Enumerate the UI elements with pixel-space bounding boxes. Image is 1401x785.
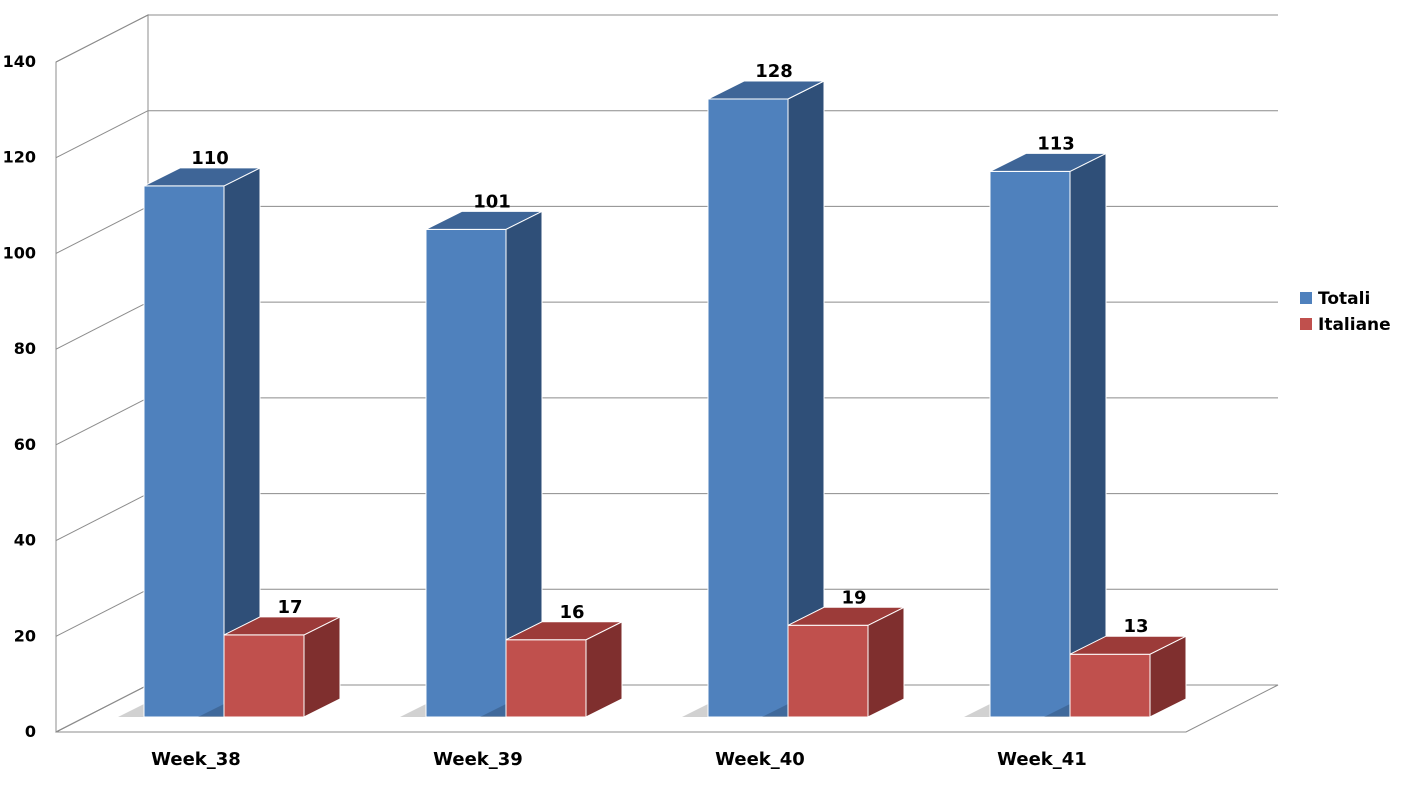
y-axis-ticks: 0 20 40 60 80 100 120 140 bbox=[3, 52, 36, 741]
bar-front bbox=[505, 639, 587, 718]
bar-front bbox=[1069, 653, 1151, 718]
bar-front bbox=[143, 185, 225, 718]
bar-totali-week_38 bbox=[118, 167, 261, 718]
y-tick-label: 0 bbox=[25, 722, 36, 741]
data-label: 19 bbox=[841, 587, 866, 608]
bar-front bbox=[223, 634, 305, 718]
y-tick-label: 140 bbox=[3, 52, 36, 71]
data-labels: 110 17 101 16 128 19 113 13 bbox=[191, 61, 1148, 637]
bar-totali-week_40 bbox=[682, 80, 825, 718]
bar-italiane-week_40 bbox=[762, 606, 905, 718]
side-gridline bbox=[55, 397, 149, 446]
side-gridline bbox=[55, 588, 149, 637]
bar-totali-week_39 bbox=[400, 210, 543, 718]
legend: Totali Italiane bbox=[1300, 289, 1391, 335]
legend-label: Italiane bbox=[1318, 315, 1391, 335]
bar-side bbox=[867, 606, 905, 718]
x-tick-label: Week_40 bbox=[715, 749, 805, 770]
x-tick-label: Week_41 bbox=[997, 749, 1087, 770]
side-gridline bbox=[55, 493, 149, 542]
side-gridline bbox=[55, 205, 149, 254]
bar-top bbox=[1069, 635, 1187, 655]
left-wall bbox=[55, 14, 149, 733]
bar-front bbox=[425, 228, 507, 718]
legend-swatch bbox=[1300, 292, 1312, 304]
data-label: 16 bbox=[559, 602, 584, 623]
side-gridline bbox=[55, 110, 149, 159]
data-label: 110 bbox=[191, 148, 229, 169]
bar-front bbox=[989, 170, 1071, 718]
y-tick-label: 20 bbox=[14, 626, 36, 645]
bar-top bbox=[425, 210, 543, 230]
side-gridline bbox=[55, 684, 149, 733]
y-tick-label: 80 bbox=[14, 339, 36, 358]
bar-front bbox=[787, 624, 869, 718]
data-label: 113 bbox=[1037, 133, 1075, 154]
data-label: 17 bbox=[277, 597, 302, 618]
bar-totali-week_41 bbox=[964, 152, 1107, 718]
bars bbox=[118, 80, 1187, 718]
side-gridline bbox=[55, 14, 149, 63]
bar-top bbox=[707, 80, 825, 100]
bar-top bbox=[787, 606, 905, 626]
y-tick-label: 60 bbox=[14, 435, 36, 454]
bar-front bbox=[707, 98, 789, 718]
bar-top bbox=[989, 152, 1107, 172]
bar-top bbox=[505, 621, 623, 641]
y-tick-label: 40 bbox=[14, 531, 36, 550]
side-gridline bbox=[55, 301, 149, 350]
x-tick-label: Week_38 bbox=[151, 749, 241, 770]
data-label: 101 bbox=[473, 191, 511, 212]
x-axis-ticks: Week_38 Week_39 Week_40 Week_41 bbox=[151, 749, 1087, 770]
bar-italiane-week_39 bbox=[480, 620, 623, 718]
bar-top bbox=[223, 616, 341, 636]
y-tick-label: 120 bbox=[3, 148, 36, 167]
data-label: 128 bbox=[755, 61, 793, 82]
legend-label: Totali bbox=[1318, 289, 1370, 309]
y-tick-label: 100 bbox=[3, 243, 36, 262]
bar-italiane-week_41 bbox=[1044, 635, 1187, 718]
bar-top bbox=[143, 167, 261, 187]
data-label: 13 bbox=[1123, 616, 1148, 637]
legend-swatch bbox=[1300, 318, 1312, 330]
bar-side bbox=[1069, 152, 1107, 718]
bar-italiane-week_38 bbox=[198, 616, 341, 718]
x-tick-label: Week_39 bbox=[433, 749, 523, 770]
